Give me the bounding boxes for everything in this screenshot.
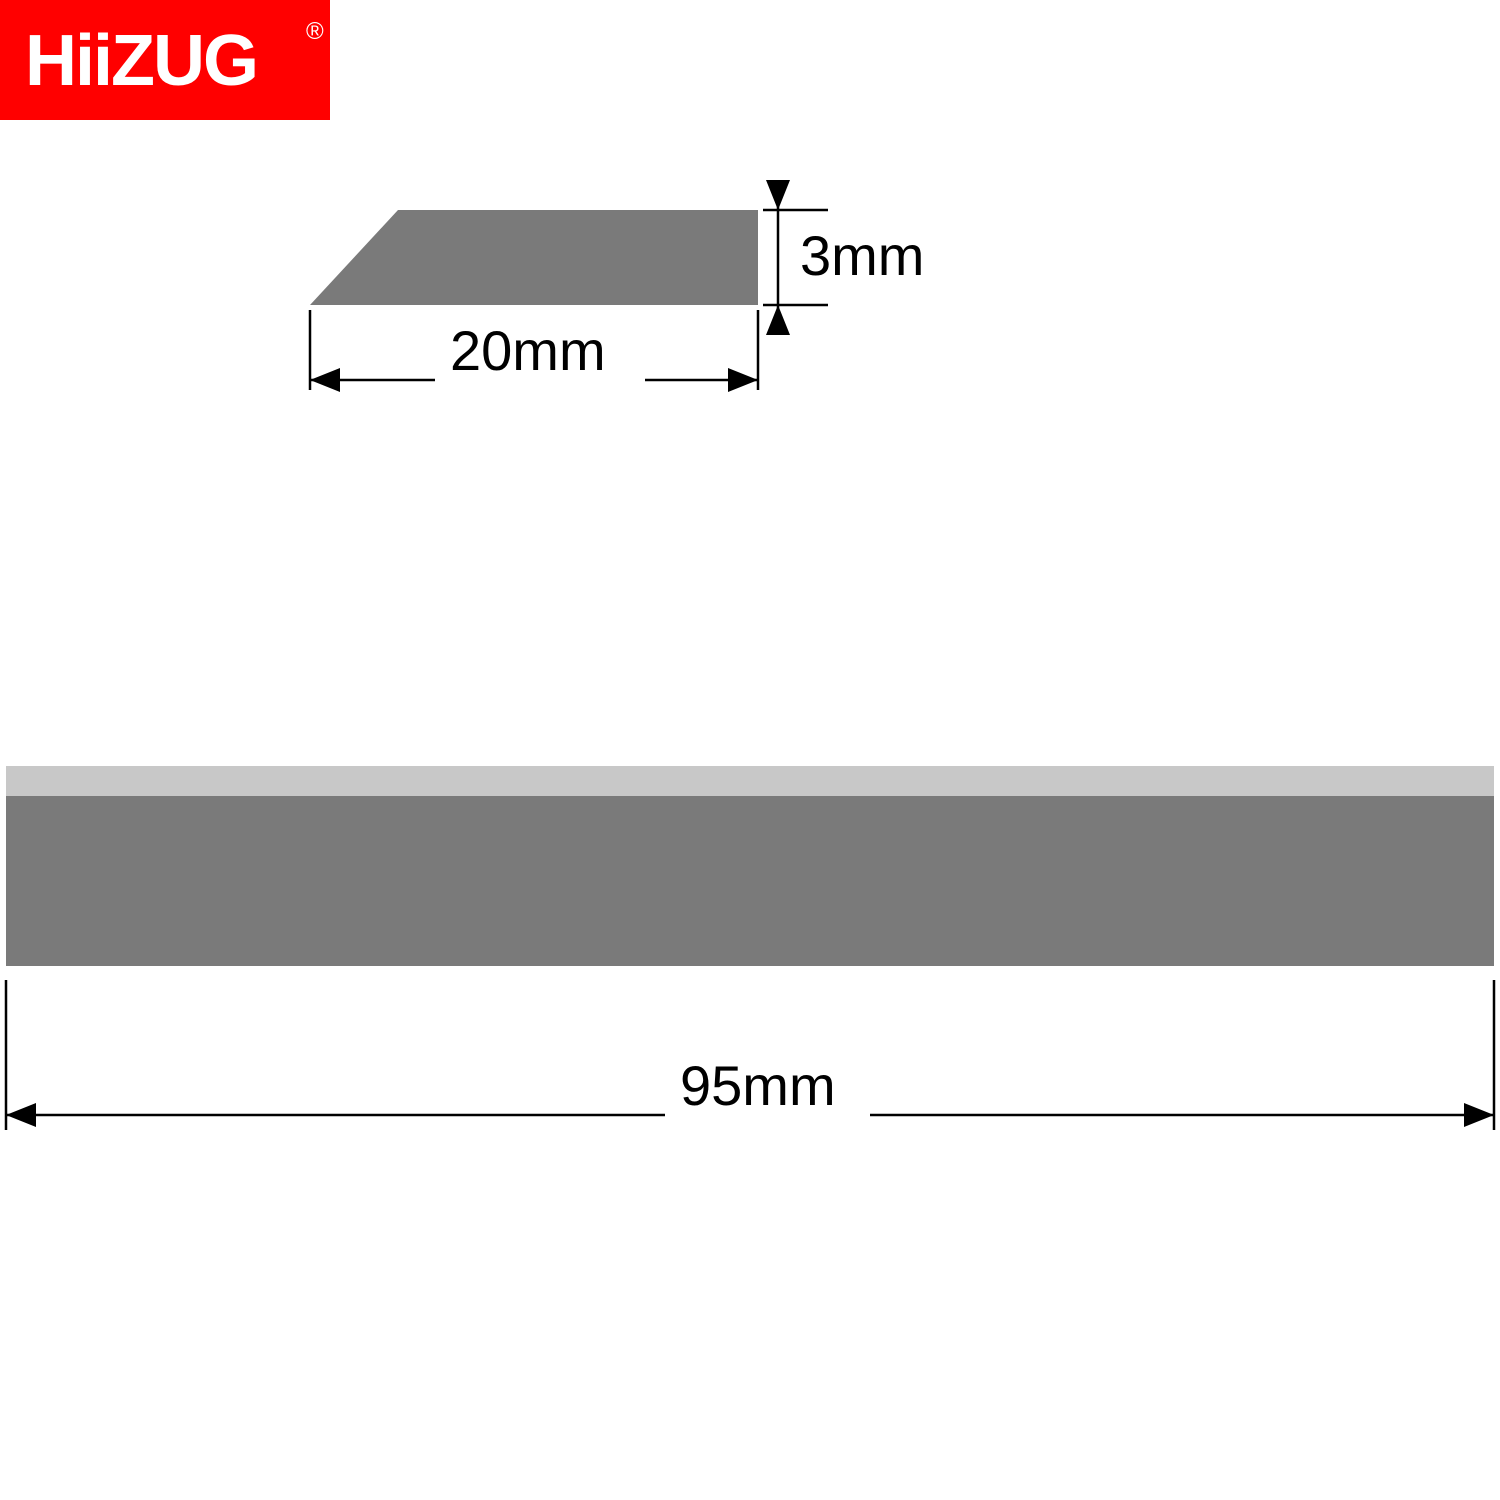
- brand-logo-text: HiiZUG: [25, 20, 257, 102]
- dim-20mm-group: 20mm: [310, 310, 758, 392]
- dim-3mm-group: 3mm: [763, 180, 924, 335]
- dim-95mm-label: 95mm: [680, 1054, 836, 1117]
- dim-3mm-label: 3mm: [800, 224, 924, 287]
- top-cross-section: [310, 210, 758, 305]
- bottom-bar-main: [6, 796, 1494, 966]
- dim-95mm-group: 95mm: [6, 980, 1494, 1130]
- dim-20mm-label: 20mm: [450, 319, 606, 382]
- registered-mark: ®: [306, 18, 324, 46]
- bottom-bar-highlight: [6, 766, 1494, 796]
